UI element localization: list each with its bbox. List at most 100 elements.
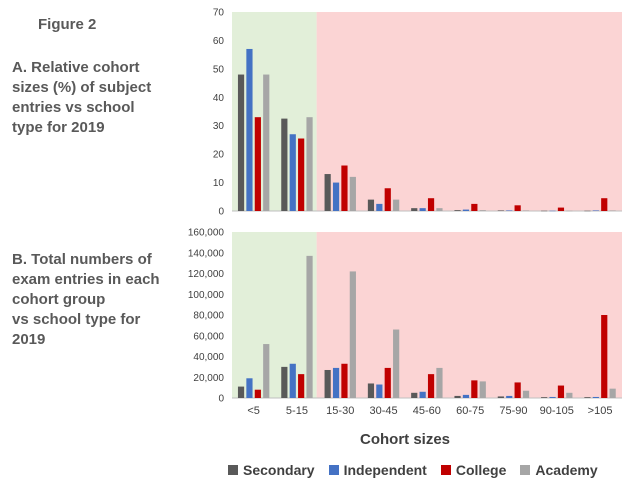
bar-college — [514, 382, 521, 398]
bar-independent — [289, 134, 296, 211]
y-tick-label: 140,000 — [188, 248, 225, 259]
x-tick-label: >105 — [588, 405, 613, 417]
x-tick-label: 45-60 — [413, 405, 441, 417]
bar-secondary — [541, 210, 548, 212]
bar-secondary — [324, 174, 331, 211]
y-tick-label: 50 — [213, 64, 225, 75]
bar-college — [514, 205, 521, 211]
bar-academy — [349, 176, 356, 211]
bar-secondary — [541, 397, 548, 398]
bar-independent — [462, 394, 470, 398]
bar-independent — [462, 209, 470, 211]
legend: Secondary Independent College Academy — [228, 462, 598, 478]
y-tick-label: 20 — [213, 150, 225, 161]
bar-independent — [376, 384, 383, 398]
y-tick-label: 20,000 — [193, 373, 224, 384]
panel-a-description: A. Relative cohort sizes (%) of subject … — [12, 59, 152, 136]
bar-secondary — [367, 383, 375, 398]
y-tick-label: 100,000 — [188, 290, 225, 301]
y-tick-label: 160,000 — [188, 228, 225, 239]
bar-independent — [506, 210, 513, 211]
bar-independent — [592, 210, 599, 211]
legend-label: Academy — [535, 462, 598, 478]
bar-academy — [393, 199, 400, 211]
y-tick-label: 60,000 — [193, 331, 224, 342]
bar-independent — [549, 210, 556, 212]
x-tick-label: 60-75 — [456, 405, 484, 417]
y-tick-label: 40 — [213, 93, 225, 104]
bar-secondary — [281, 118, 288, 211]
legend-swatch-independent — [328, 465, 339, 475]
bar-college — [384, 188, 391, 211]
bar-academy — [436, 208, 443, 211]
bar-academy — [263, 74, 270, 212]
x-tick-label: 30-45 — [369, 405, 397, 417]
bar-academy — [522, 210, 530, 211]
bar-academy — [263, 344, 270, 398]
band-large-cohort — [316, 232, 622, 398]
bar-academy — [393, 329, 400, 398]
bar-academy — [306, 255, 313, 398]
bar-academy — [436, 367, 443, 398]
legend-label: Independent — [343, 462, 427, 478]
bar-independent — [246, 378, 253, 398]
y-tick-label: 0 — [218, 394, 224, 405]
bar-college — [341, 165, 348, 211]
bar-secondary — [237, 386, 245, 398]
bar-academy — [479, 210, 486, 211]
bar-college — [341, 363, 348, 398]
y-tick-label: 80,000 — [193, 311, 224, 322]
bar-college — [427, 374, 435, 398]
bar-secondary — [411, 392, 418, 398]
x-tick-label: 15-30 — [326, 405, 354, 417]
y-tick-label: 40,000 — [193, 352, 224, 363]
bar-secondary — [497, 210, 504, 211]
x-axis-label: Cohort sizes — [360, 431, 451, 448]
bar-academy — [609, 210, 616, 211]
legend-label: College — [455, 462, 507, 478]
legend-swatch-secondary — [228, 465, 238, 475]
legend-label: Secondary — [243, 462, 315, 478]
bar-secondary — [237, 74, 245, 212]
x-tick-label: 75-90 — [499, 405, 527, 417]
bar-independent — [376, 203, 383, 211]
bar-college — [298, 138, 305, 211]
bar-academy — [349, 271, 356, 398]
chart-b-total-entries: 0 20,000 40,000 60,000 80,000 100,000 120,000 1… — [188, 228, 622, 417]
bar-college — [601, 315, 608, 398]
bar-college — [471, 203, 478, 211]
band-large-cohort — [316, 12, 622, 211]
bar-academy — [479, 381, 486, 398]
bar-academy — [566, 392, 573, 398]
bar-secondary — [367, 199, 375, 211]
legend-item-secondary: Secondary — [228, 462, 315, 478]
bar-college — [254, 389, 261, 398]
bar-college — [254, 117, 261, 211]
bar-college — [427, 198, 435, 211]
bar-college — [601, 198, 608, 211]
legend-swatch-college — [440, 465, 451, 475]
bar-secondary — [454, 210, 461, 211]
x-tick-label: 5-15 — [286, 405, 308, 417]
bar-academy — [522, 390, 530, 398]
bar-academy — [306, 117, 313, 211]
bar-independent — [506, 395, 513, 398]
legend-item-academy: Academy — [520, 462, 598, 478]
bar-secondary — [584, 210, 591, 212]
legend-swatch-academy — [520, 465, 531, 475]
bar-secondary — [281, 366, 288, 398]
figure-title: Figure 2 — [38, 16, 97, 33]
y-tick-label: 30 — [213, 121, 225, 132]
bar-independent — [419, 208, 426, 211]
legend-item-independent: Independent — [328, 462, 427, 478]
chart-a-relative-cohort-sizes: 0 10 20 30 40 50 60 70 — [213, 8, 622, 218]
x-tick-label: <5 — [247, 405, 260, 417]
bar-independent — [592, 396, 599, 398]
bar-independent — [332, 367, 340, 398]
y-tick-label: 10 — [213, 178, 225, 189]
bar-independent — [246, 48, 253, 212]
y-tick-label: 120,000 — [188, 269, 225, 280]
bar-independent — [332, 182, 340, 211]
bar-independent — [289, 363, 296, 398]
panel-b-description: B. Total numbers of exam entries in each… — [12, 251, 160, 348]
